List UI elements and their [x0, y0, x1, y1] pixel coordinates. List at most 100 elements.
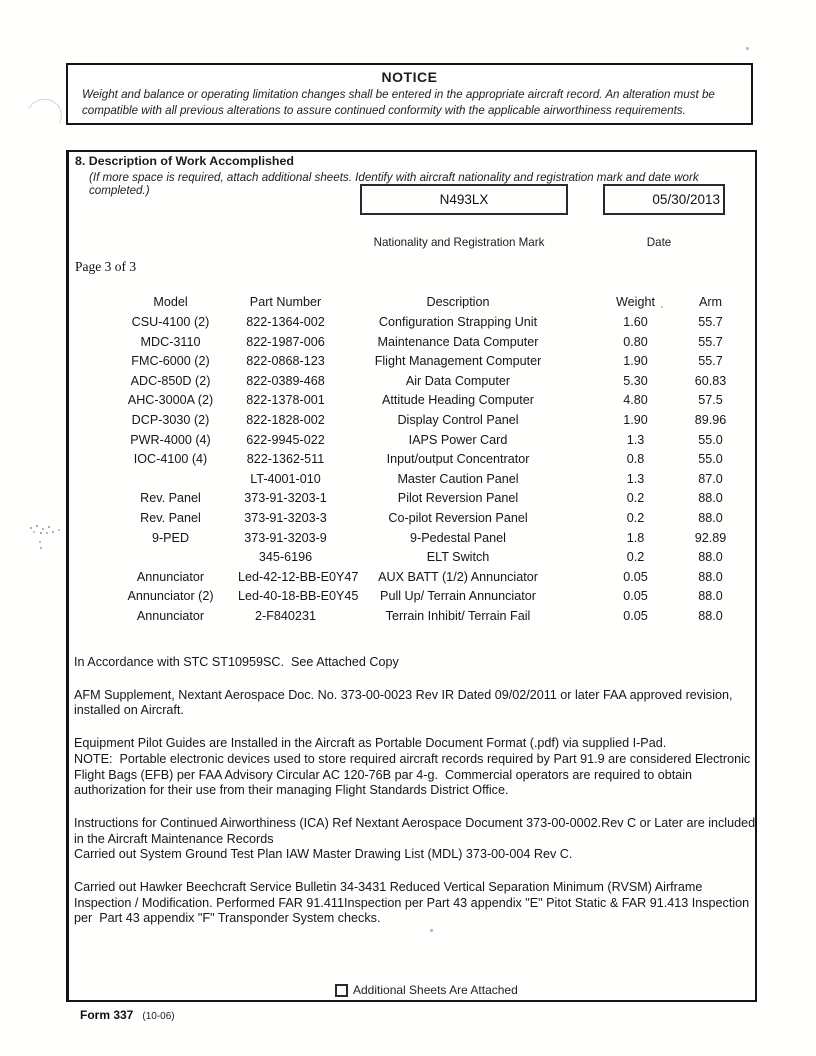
table-cell-arm: 88.0: [698, 608, 723, 623]
table-cell-weight: 0.05: [623, 589, 648, 604]
table-cell-model: Annunciator (2): [127, 589, 214, 604]
section-heading: 8. Description of Work Accomplished: [75, 154, 294, 168]
additional-sheets-row: Additional Sheets Are Attached: [335, 983, 518, 997]
form-revision: (10-06): [142, 1011, 175, 1022]
table-cell-model: IOC-4100 (4): [133, 452, 208, 467]
table-cell-part-number: Led-40-18-BB-E0Y45: [238, 589, 359, 604]
table-cell-weight: 0.80: [623, 334, 648, 349]
table-cell-description: IAPS Power Card: [408, 432, 508, 447]
page-number: Page 3 of 3: [75, 259, 137, 274]
table-cell-weight: 1.8: [626, 530, 645, 545]
table-cell-part-number: 822-0868-123: [246, 354, 325, 369]
table-cell-model: 9-PED: [151, 530, 190, 545]
table-cell-description: Co-pilot Reversion Panel: [388, 510, 528, 525]
scan-artifact-dot: [661, 306, 663, 308]
table-cell-arm: 88.0: [698, 589, 723, 604]
table-cell-part-number: 822-1362-511: [246, 452, 325, 467]
table-cell-part-number: 822-1828-002: [246, 412, 325, 427]
scan-artifact-speckles: [30, 527, 32, 529]
notice-title: NOTICE: [381, 69, 438, 85]
table-cell-arm: 55.7: [698, 354, 723, 369]
table-cell-weight: 0.8: [626, 452, 645, 467]
table-cell-description: Pilot Reversion Panel: [397, 491, 519, 506]
table-cell-model: ADC-850D (2): [130, 373, 211, 388]
section-instruction: (If more space is required, attach addit…: [89, 171, 699, 197]
table-cell-arm: 57.5: [698, 393, 723, 408]
table-cell-arm: 92.89: [694, 530, 727, 545]
scan-artifact-dot: [746, 47, 749, 50]
table-cell-arm: 55.0: [698, 432, 723, 447]
table-cell-description: Flight Management Computer: [374, 354, 542, 369]
table-cell-description: Configuration Strapping Unit: [378, 315, 538, 329]
table-cell-description: Maintenance Data Computer: [377, 334, 539, 349]
additional-sheets-checkbox[interactable]: [335, 983, 348, 997]
table-cell-model: Annunciator: [136, 608, 205, 623]
table-cell-part-number: 373-91-3203-3: [244, 510, 327, 525]
table-cell-description: AUX BATT (1/2) Annunciator: [378, 569, 538, 584]
column-header-model: Model: [153, 295, 188, 309]
work-paragraph: Equipment Pilot Guides are Installed in …: [74, 736, 751, 798]
table-cell-description: Terrain Inhibit/ Terrain Fail: [385, 608, 531, 623]
table-cell-part-number: 373-91-3203-9: [244, 530, 327, 545]
table-cell-weight: 1.60: [623, 315, 648, 329]
table-cell-part-number: 622-9945-022: [246, 432, 325, 447]
table-cell-model: Annunciator: [136, 569, 205, 584]
table-cell-model: [103, 548, 238, 568]
table-cell-arm: 60.83: [694, 373, 727, 388]
notice-box: NOTICE Weight and balance or operating l…: [66, 63, 753, 125]
table-cell-description: 9-Pedestal Panel: [410, 530, 506, 545]
form-footer: Form 337 (10-06): [80, 1006, 175, 1024]
date-value: 05/30/2013: [652, 192, 720, 207]
table-cell-weight: 1.3: [626, 471, 645, 486]
table-cell-description: Air Data Computer: [405, 373, 511, 388]
table-cell-model: FMC-6000 (2): [131, 354, 210, 369]
table-cell-part-number: 822-1987-006: [246, 334, 325, 349]
table-cell-description: Master Caution Panel: [397, 471, 519, 486]
table-cell-weight: 0.05: [623, 569, 648, 584]
table-cell-model: MDC-3110: [140, 334, 201, 349]
table-cell-arm: 55.7: [698, 334, 723, 349]
table-cell-arm: 55.0: [698, 452, 723, 467]
table-cell-part-number: 822-0389-468: [246, 373, 325, 388]
table-cell-weight: 1.3: [626, 432, 645, 447]
registration-mark-value: N493LX: [439, 192, 489, 207]
table-cell-arm: 55.7: [698, 315, 723, 329]
equipment-table: Model Part Number Description Weight Arm CSU-…: [103, 292, 733, 627]
table-cell-arm: 89.96: [694, 412, 727, 427]
table-cell-weight: 5.30: [623, 373, 648, 388]
column-header-part-number: Part Number: [249, 295, 322, 309]
work-paragraph: Instructions for Continued Airworthiness…: [74, 815, 756, 862]
table-cell-part-number: 2-F840231: [255, 608, 316, 623]
registration-mark-label: Nationality and Registration Mark: [373, 236, 545, 249]
table-cell-model: Rev. Panel: [140, 510, 201, 525]
column-header-weight: Weight: [616, 295, 655, 309]
work-description-section: 8. Description of Work Accomplished (If …: [66, 150, 757, 1002]
table-cell-arm: 88.0: [698, 550, 723, 565]
table-cell-weight: 0.2: [626, 510, 645, 525]
table-cell-part-number: 345-6196: [258, 550, 313, 565]
additional-sheets-label: Additional Sheets Are Attached: [353, 983, 518, 997]
notice-body: Weight and balance or operating limitati…: [82, 88, 715, 117]
table-cell-description: Attitude Heading Computer: [382, 393, 534, 408]
table-cell-arm: 88.0: [698, 510, 723, 525]
registration-mark-field[interactable]: N493LX: [360, 184, 568, 215]
table-cell-arm: 88.0: [698, 491, 723, 506]
work-paragraph: AFM Supplement, Nextant Aerospace Doc. N…: [74, 687, 737, 718]
table-cell-part-number: LT-4001-010: [250, 471, 321, 486]
date-field[interactable]: 05/30/2013: [603, 184, 725, 215]
table-cell-description: ELT Switch: [426, 550, 490, 565]
scan-artifact-dot: [430, 929, 433, 932]
scan-artifact-scribble: [21, 94, 67, 138]
table-cell-weight: 0.05: [623, 608, 648, 623]
table-cell-part-number: Led-42-12-BB-E0Y47: [238, 569, 359, 584]
table-cell-weight: 0.2: [626, 550, 645, 565]
table-cell-description: Input/output Concentrator: [386, 452, 530, 467]
table-cell-arm: 88.0: [698, 569, 723, 584]
table-cell-part-number: 822-1378-001: [246, 393, 325, 408]
column-header-arm: Arm: [698, 295, 723, 309]
table-cell-model: Rev. Panel: [140, 491, 201, 506]
table-cell-part-number: 373-91-3203-1: [244, 491, 327, 506]
work-paragraph: In Accordance with STC ST10959SC. See At…: [74, 655, 399, 669]
form-number: Form 337: [80, 1008, 134, 1022]
